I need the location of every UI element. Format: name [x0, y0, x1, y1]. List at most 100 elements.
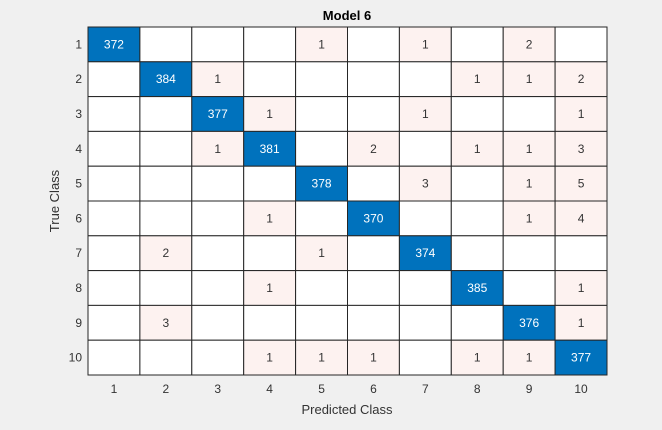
matrix-cell — [450, 235, 504, 272]
matrix-cell — [139, 270, 193, 306]
y-tick-label: 10 — [69, 351, 83, 365]
matrix-cell — [295, 304, 349, 341]
matrix-cell — [502, 61, 556, 98]
x-tick-label: 10 — [574, 382, 588, 396]
matrix-cell — [398, 61, 452, 98]
matrix-cell — [191, 26, 245, 63]
matrix-cell — [243, 26, 297, 63]
matrix-cell — [554, 339, 608, 376]
matrix-cell — [347, 96, 400, 132]
cell-value-label: 1 — [214, 72, 221, 86]
matrix-cell — [347, 61, 400, 98]
cell-value-label: 1 — [526, 211, 533, 225]
cell-value-label: 1 — [422, 107, 429, 121]
cell-value-label: 1 — [318, 351, 325, 365]
matrix-cell — [139, 96, 193, 132]
matrix-cell — [191, 96, 245, 132]
cell-value-label: 1 — [266, 211, 273, 225]
matrix-cell — [398, 200, 452, 237]
matrix-cell — [347, 130, 400, 167]
y-tick-label: 2 — [75, 72, 82, 86]
x-tick-labels: 1 2 3 4 5 6 7 8 9 10 — [111, 382, 588, 396]
matrix-cell — [398, 165, 452, 202]
matrix-cell — [87, 235, 141, 272]
matrix-cell — [139, 235, 193, 272]
cell-value-label: 3 — [163, 316, 170, 330]
cell-value-label: 1 — [526, 72, 533, 86]
cell-value-label: 1 — [318, 246, 325, 260]
cell-value-label: 1 — [370, 351, 377, 365]
cell-value-label: 1 — [578, 107, 585, 121]
matrix-cell — [295, 165, 349, 202]
x-tick-label: 5 — [318, 382, 325, 396]
y-tick-labels: 1 2 3 4 5 6 7 8 9 10 — [69, 37, 83, 364]
matrix-cell — [554, 165, 608, 202]
x-tick-label: 3 — [214, 382, 221, 396]
cell-value-label: 3 — [578, 142, 585, 156]
matrix-cell — [87, 26, 141, 63]
y-axis-label: True Class — [47, 169, 62, 232]
matrix-cell — [502, 96, 556, 132]
chart-title: Model 6 — [323, 8, 371, 23]
y-tick-label: 7 — [75, 246, 82, 260]
x-tick-label: 9 — [526, 382, 533, 396]
matrix-cell — [450, 26, 504, 63]
matrix-cell — [502, 339, 556, 376]
matrix-cell — [502, 270, 556, 306]
matrix-cell — [347, 304, 400, 341]
matrix-cell — [191, 130, 245, 167]
matrix-cell — [191, 200, 245, 237]
y-tick-label: 9 — [75, 316, 82, 330]
y-tick-label: 4 — [75, 142, 82, 156]
matrix-cell — [139, 130, 193, 167]
cell-value-label: 1 — [318, 37, 325, 51]
matrix-cell — [554, 26, 608, 63]
matrix-cell — [139, 26, 193, 63]
cell-value-label: 2 — [578, 72, 585, 86]
matrix-cell — [87, 304, 141, 341]
cell-value-label: 1 — [266, 281, 273, 295]
matrix-cell — [502, 130, 556, 167]
matrix-cell — [398, 304, 452, 341]
matrix-cell — [398, 270, 452, 306]
y-tick-label: 1 — [75, 37, 82, 51]
x-tick-label: 8 — [474, 382, 481, 396]
matrix-cell — [554, 304, 608, 341]
x-tick-label: 2 — [163, 382, 170, 396]
matrix-cell — [243, 61, 297, 98]
cell-value-label: 374 — [415, 246, 435, 260]
matrix-cell — [295, 270, 349, 306]
matrix-cell — [243, 235, 297, 272]
matrix-cell — [554, 130, 608, 167]
x-tick-label: 4 — [266, 382, 273, 396]
matrix-cell — [450, 96, 504, 132]
cell-value-label: 4 — [578, 211, 585, 225]
matrix-cell — [347, 165, 400, 202]
matrix-cell — [243, 165, 297, 202]
cell-value-label: 1 — [474, 351, 481, 365]
cell-value-label: 381 — [260, 142, 280, 156]
matrix-cell — [450, 200, 504, 237]
cell-value-label: 2 — [526, 37, 533, 51]
y-tick-label: 5 — [75, 177, 82, 191]
matrix-cell — [87, 165, 141, 202]
matrix-cell — [243, 270, 297, 306]
matrix-cells: 372 1 1 2 384 1 1 1 2 377 1 1 1 1 381 2 1 1 3 378 3 1 5 1 370 1 4 2… — [87, 26, 608, 376]
matrix-cell — [295, 96, 349, 132]
matrix-cell — [554, 235, 608, 272]
cell-value-label: 1 — [526, 142, 533, 156]
cell-value-label: 1 — [266, 351, 273, 365]
cell-value-label: 376 — [519, 316, 539, 330]
matrix-cell — [450, 165, 504, 202]
x-tick-label: 6 — [370, 382, 377, 396]
matrix-cell — [554, 270, 608, 306]
matrix-cell — [295, 61, 349, 98]
cell-value-label: 1 — [578, 316, 585, 330]
matrix-cell — [347, 26, 400, 63]
cell-value-label: 1 — [422, 37, 429, 51]
matrix-cell — [450, 130, 504, 167]
cell-value-label: 1 — [526, 351, 533, 365]
matrix-cell — [554, 200, 608, 237]
matrix-cell — [87, 339, 141, 376]
cell-value-label: 377 — [571, 351, 591, 365]
